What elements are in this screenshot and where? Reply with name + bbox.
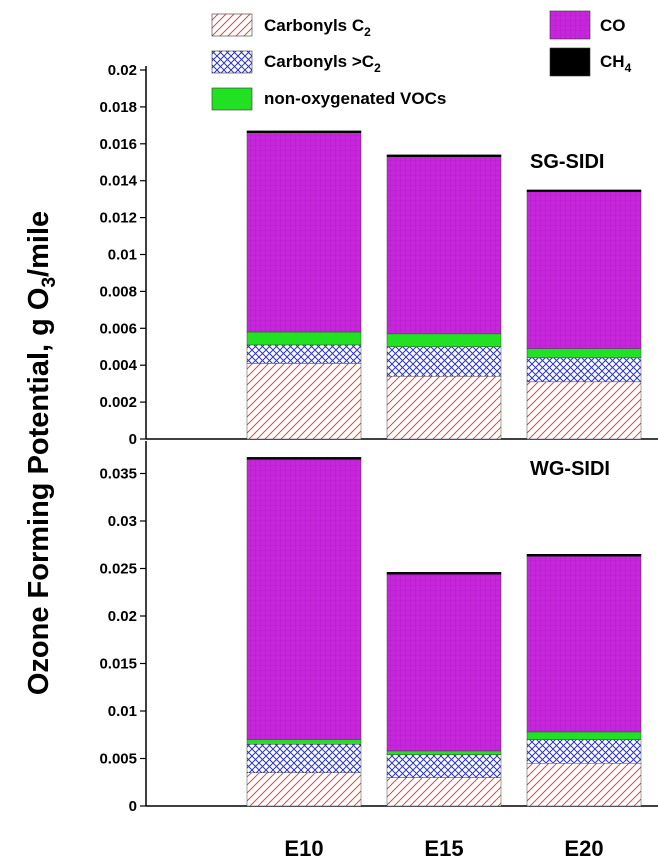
- panel-wg-sidi: 0 0.005 0.01 0.015 0.02 0.025 0.03 0.035 WG-SIDI: [99, 441, 658, 815]
- legend-swatch-co: [549, 10, 591, 40]
- y-tick-label: 0.005: [99, 751, 137, 768]
- bar-segment-co-e20: [526, 191, 642, 349]
- y-tick-label: 0.015: [99, 656, 137, 673]
- bar-segment-ch4-e15: [386, 572, 502, 575]
- legend-label-nonox: non-oxygenated VOCs: [264, 89, 446, 108]
- y-tick-label: 0: [129, 431, 137, 448]
- bar-segment-c2-e20: [526, 763, 642, 807]
- y-tick-label: 0.025: [99, 561, 137, 578]
- y-tick-label: 0.012: [99, 210, 137, 227]
- y-tick-label: 0.004: [99, 357, 137, 374]
- bar-segment-c2-e10: [246, 363, 362, 440]
- bar-segment-c2-e15: [386, 376, 502, 440]
- legend-swatch-c2: [211, 13, 253, 37]
- legend-swatch-ch4: [549, 47, 591, 77]
- category-axis-labels: E10 E15 E20: [284, 836, 603, 861]
- y-tick-label: 0.03: [108, 513, 137, 530]
- y-tick-label: 0.018: [99, 99, 137, 116]
- y-axis-label: Ozone Forming Potential, g O3/mile: [23, 211, 60, 695]
- y-tick-label: 0.008: [99, 283, 137, 300]
- bar-segment-c2-e10: [246, 772, 362, 807]
- y-tick-label: 0.014: [99, 173, 137, 190]
- bar-segment-gtc2-e20: [526, 357, 642, 383]
- panel-sg-sidi: 0 0.002 0.004 0.006 0.008 0.01 0.012 0.014 0.016…: [99, 62, 658, 448]
- bar-segment-c2-e20: [526, 381, 642, 440]
- legend-swatch-gtc2: [211, 50, 253, 74]
- bar-segment-nonox-e15: [386, 750, 502, 755]
- bar-segment-gtc2-e10: [246, 744, 362, 773]
- y-tick-label: 0.01: [108, 247, 137, 264]
- bar-segment-ch4-e10: [246, 130, 362, 133]
- bar-segment-ch4-e20: [526, 189, 642, 193]
- y-tick-label: 0.02: [108, 608, 137, 625]
- bar-segment-co-e10: [246, 132, 362, 333]
- x-tick-label-e15: E15: [424, 836, 463, 861]
- bar-segment-nonox-e10: [246, 331, 362, 346]
- bar-segment-co-e15: [386, 156, 502, 335]
- bar-segment-gtc2-e20: [526, 739, 642, 764]
- chart-panels: 0 0.002 0.004 0.006 0.008 0.01 0.012 0.014 0.016…: [99, 62, 658, 815]
- bar-segment-nonox-e20: [526, 731, 642, 740]
- x-tick-label-e20: E20: [564, 836, 603, 861]
- bar-segment-nonox-e15: [386, 333, 502, 347]
- y-tick-label: 0.006: [99, 320, 137, 337]
- bar-segment-ch4-e20: [526, 554, 642, 557]
- bar-segment-ch4-e10: [246, 457, 362, 460]
- y-tick-label: 0.035: [99, 466, 137, 483]
- panel-label: SG-SIDI: [530, 151, 604, 173]
- legend-label-c2: Carbonyls C2: [264, 16, 371, 39]
- bar-segment-co-e20: [526, 555, 642, 733]
- y-tick-label: 0.02: [108, 62, 137, 79]
- legend-label-gtc2: Carbonyls >C2: [264, 52, 381, 75]
- y-tick-label: 0.016: [99, 136, 137, 153]
- bar-segment-co-e15: [386, 573, 502, 752]
- bar-segment-ch4-e15: [386, 154, 502, 157]
- bar-segment-gtc2-e15: [386, 346, 502, 377]
- legend: Carbonyls C2 Carbonyls >C2 non-oxygenated …: [211, 10, 632, 111]
- bar-segment-nonox-e10: [246, 739, 362, 745]
- bar-segment-co-e10: [246, 459, 362, 740]
- y-tick-label: 0.002: [99, 394, 137, 411]
- legend-label-ch4: CH4: [600, 52, 632, 75]
- legend-label-co: CO: [600, 16, 626, 35]
- panel-label: WG-SIDI: [530, 458, 610, 480]
- x-tick-label-e10: E10: [284, 836, 323, 861]
- bar-segment-c2-e15: [386, 777, 502, 807]
- y-tick-label: 0.01: [108, 703, 137, 720]
- y-tick-label: 0: [129, 798, 137, 815]
- legend-swatch-nonox: [211, 87, 253, 111]
- bar-segment-nonox-e20: [526, 348, 642, 359]
- bar-segment-gtc2-e10: [246, 344, 362, 364]
- bar-segment-gtc2-e15: [386, 754, 502, 778]
